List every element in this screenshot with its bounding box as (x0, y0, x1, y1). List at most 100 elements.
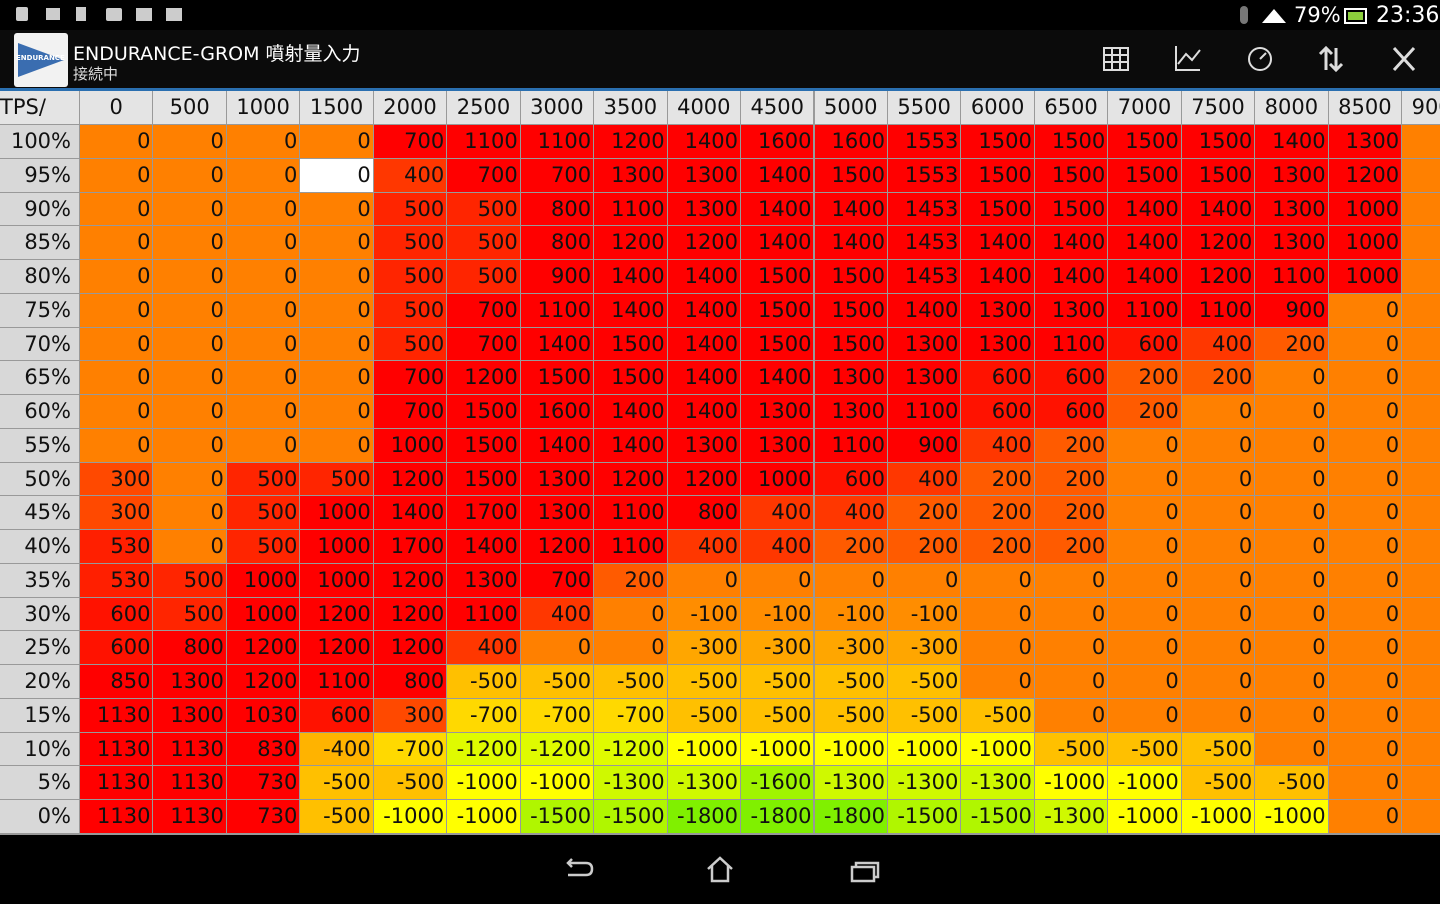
table-cell[interactable]: 1400 (594, 395, 667, 428)
table-cell[interactable]: 1400 (741, 158, 814, 192)
table-cell[interactable]: 0 (1181, 496, 1255, 529)
table-cell[interactable]: 1000 (373, 428, 447, 462)
table-cell[interactable] (1402, 192, 1440, 226)
table-cell[interactable]: -700 (447, 698, 520, 732)
table-cell[interactable]: 0 (300, 260, 373, 293)
table-cell[interactable]: 1000 (741, 462, 814, 496)
table-cell[interactable]: 1400 (814, 192, 887, 226)
table-cell[interactable]: -500 (520, 665, 594, 698)
table-cell[interactable]: -100 (887, 597, 961, 631)
table-cell[interactable]: 1453 (887, 192, 961, 226)
table-cell[interactable]: -1300 (961, 766, 1034, 799)
table-cell[interactable]: 900 (1255, 293, 1328, 327)
table-cell[interactable] (1402, 800, 1440, 833)
table-cell[interactable]: 1000 (226, 563, 300, 597)
table-cell[interactable]: 1000 (300, 563, 373, 597)
table-cell[interactable]: 200 (961, 462, 1034, 496)
table-cell[interactable]: 1130 (80, 732, 153, 766)
table-cell[interactable]: 300 (80, 462, 153, 496)
table-cell[interactable]: 1200 (520, 530, 594, 563)
table-cell[interactable]: 0 (1181, 698, 1255, 732)
table-cell[interactable]: 1400 (741, 192, 814, 226)
table-cell[interactable]: 500 (153, 563, 226, 597)
table-cell[interactable]: -1800 (814, 800, 887, 833)
table-cell[interactable]: 1130 (80, 698, 153, 732)
table-cell[interactable]: -1000 (887, 732, 961, 766)
table-cell[interactable] (1402, 631, 1440, 664)
table-cell[interactable]: 1100 (520, 293, 594, 327)
table-cell[interactable]: 1200 (667, 226, 741, 259)
table-cell[interactable]: 1400 (594, 293, 667, 327)
table-cell[interactable]: 0 (1034, 665, 1108, 698)
table-cell[interactable]: -1500 (594, 800, 667, 833)
table-cell[interactable]: 200 (1034, 496, 1108, 529)
table-cell[interactable]: -100 (741, 597, 814, 631)
table-cell[interactable]: 0 (1328, 395, 1402, 428)
table-cell[interactable]: 1400 (667, 125, 741, 158)
table-cell[interactable]: 0 (1108, 462, 1181, 496)
table-cell[interactable]: 800 (520, 192, 594, 226)
table-cell[interactable]: 200 (1034, 530, 1108, 563)
table-cell[interactable]: 1500 (1108, 125, 1181, 158)
table-cell[interactable]: 0 (226, 428, 300, 462)
table-cell[interactable]: 850 (80, 665, 153, 698)
table-cell[interactable]: 1300 (520, 462, 594, 496)
table-cell[interactable]: 0 (300, 327, 373, 361)
table-cell[interactable]: 0 (1255, 597, 1328, 631)
table-cell[interactable]: 1500 (961, 192, 1034, 226)
table-cell[interactable]: 1100 (447, 597, 520, 631)
table-cell[interactable]: -500 (741, 665, 814, 698)
table-cell[interactable]: 1000 (300, 496, 373, 529)
table-cell[interactable]: 1600 (520, 395, 594, 428)
table-cell[interactable]: 600 (1108, 327, 1181, 361)
table-cell[interactable]: 0 (1255, 496, 1328, 529)
table-cell[interactable]: 1200 (373, 462, 447, 496)
table-cell[interactable]: 1500 (741, 260, 814, 293)
table-cell[interactable]: -500 (300, 800, 373, 833)
table-cell[interactable]: -1500 (887, 800, 961, 833)
table-cell[interactable]: 0 (814, 563, 887, 597)
table-cell[interactable]: 1100 (520, 125, 594, 158)
table-cell[interactable]: -500 (1034, 732, 1108, 766)
table-cell[interactable]: -1000 (447, 800, 520, 833)
table-cell[interactable]: 0 (1255, 361, 1328, 394)
table-cell[interactable]: 1400 (1255, 125, 1328, 158)
table-cell[interactable]: 400 (741, 496, 814, 529)
table-cell[interactable]: 1100 (594, 530, 667, 563)
table-cell[interactable]: 0 (1255, 530, 1328, 563)
table-cell[interactable]: 1400 (594, 428, 667, 462)
table-cell[interactable]: -1000 (520, 766, 594, 799)
table-cell[interactable]: 0 (80, 428, 153, 462)
table-cell[interactable]: 0 (1108, 496, 1181, 529)
table-cell[interactable]: 0 (1181, 462, 1255, 496)
table-cell[interactable]: 0 (1255, 563, 1328, 597)
table-cell[interactable]: 1200 (594, 226, 667, 259)
table-cell[interactable]: 600 (80, 597, 153, 631)
table-cell[interactable]: 0 (80, 226, 153, 259)
table-cell[interactable]: 1500 (1034, 192, 1108, 226)
table-cell[interactable]: 700 (373, 125, 447, 158)
table-cell[interactable]: 700 (520, 563, 594, 597)
table-cell[interactable]: -1500 (961, 800, 1034, 833)
table-cell[interactable]: 0 (80, 395, 153, 428)
table-cell[interactable]: 1400 (667, 395, 741, 428)
table-cell[interactable]: -700 (594, 698, 667, 732)
table-cell[interactable]: 800 (667, 496, 741, 529)
table-cell[interactable]: 0 (1181, 631, 1255, 664)
table-cell[interactable]: 0 (594, 631, 667, 664)
table-cell[interactable]: 1400 (1181, 192, 1255, 226)
table-cell[interactable]: 1453 (887, 226, 961, 259)
table-cell[interactable]: 0 (300, 293, 373, 327)
table-cell[interactable]: 530 (80, 563, 153, 597)
table-cell[interactable]: 0 (1328, 563, 1402, 597)
table-cell[interactable]: 0 (1255, 428, 1328, 462)
table-cell[interactable]: 500 (226, 496, 300, 529)
table-cell[interactable]: 1200 (300, 597, 373, 631)
table-cell[interactable]: 0 (153, 462, 226, 496)
table-cell[interactable]: -1300 (1034, 800, 1108, 833)
table-cell[interactable] (1402, 260, 1440, 293)
gauge-button[interactable] (1248, 47, 1272, 71)
table-cell[interactable]: 0 (226, 361, 300, 394)
table-cell[interactable]: 1100 (1034, 327, 1108, 361)
table-cell[interactable]: 1300 (887, 361, 961, 394)
